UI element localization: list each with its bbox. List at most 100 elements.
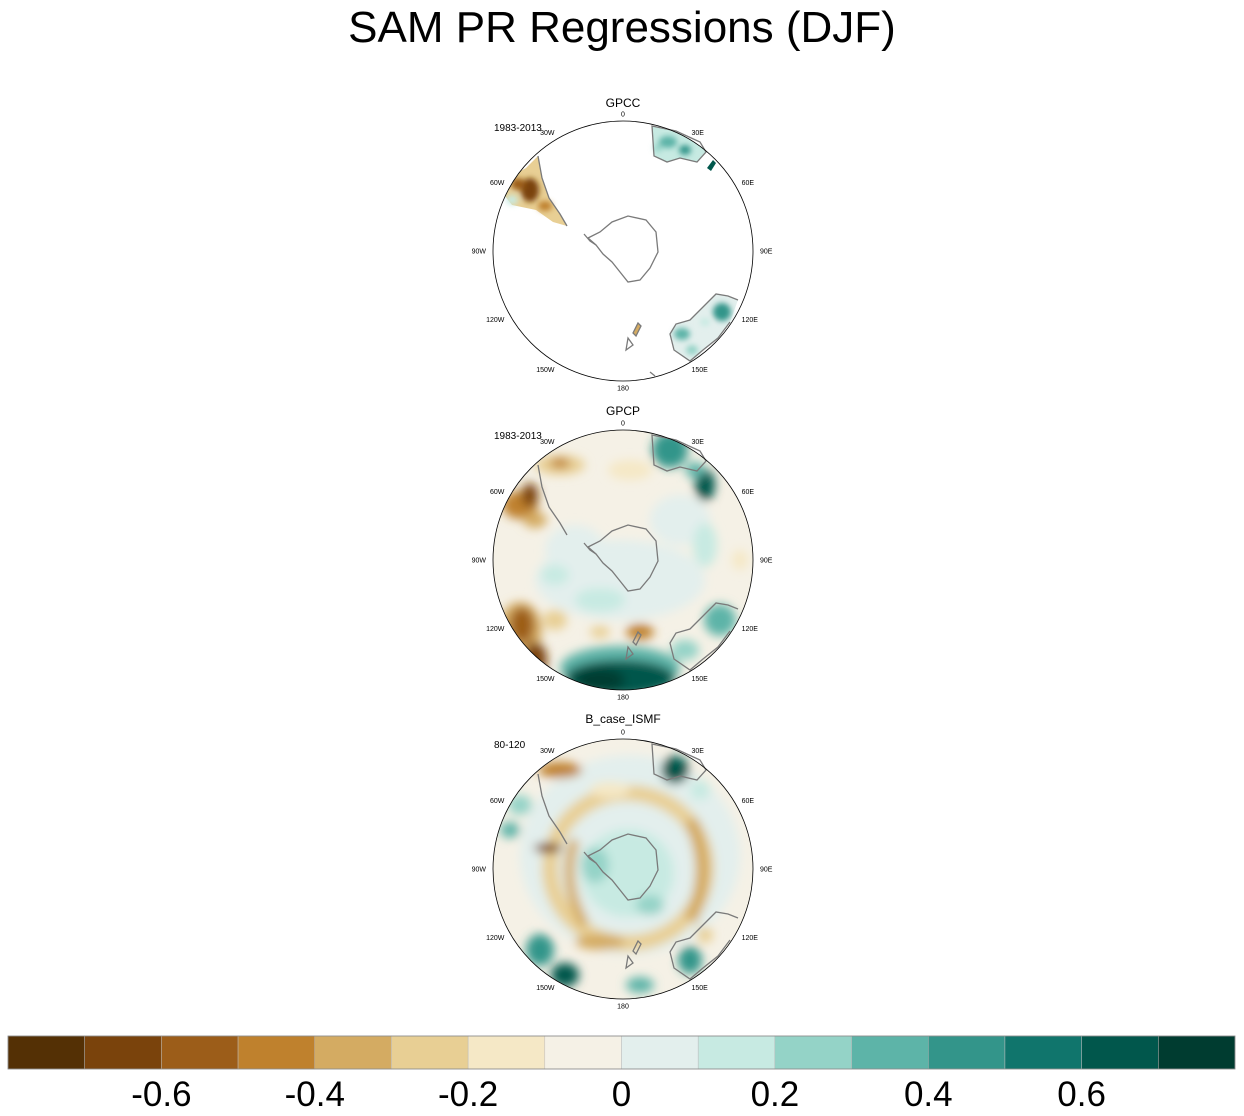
anomaly-blob: [506, 195, 518, 205]
anomaly-blob: [659, 136, 677, 148]
lon-label-60w: 60W: [490, 180, 505, 187]
colorbar-tick-label: -0.4: [285, 1075, 345, 1114]
anomaly-blob: [534, 843, 562, 853]
lon-label-120w: 120W: [486, 317, 505, 324]
lon-label-120e: 120E: [742, 317, 759, 324]
anomaly-blob: [521, 178, 539, 202]
anomaly-blob: [636, 895, 664, 915]
coastline-peninsula: [583, 542, 597, 555]
colorbar-outline: [7, 1035, 1236, 1070]
anomaly-blob: [704, 604, 736, 636]
anomaly-blob: [679, 145, 691, 155]
colorbar-swatch: [774, 1035, 852, 1070]
colorbar-swatch: [7, 1035, 85, 1070]
anomaly-blob: [686, 345, 698, 355]
anomaly-blob: [650, 495, 710, 545]
anomaly-blob: [522, 483, 538, 507]
anomaly-blob: [693, 523, 717, 567]
lon-label-120e: 120E: [742, 935, 759, 942]
coastline-south-america: [537, 773, 568, 845]
colorbar-swatch: [697, 1035, 776, 1070]
anomaly-blob: [590, 626, 610, 638]
anomaly-blob: [654, 144, 662, 152]
coastline-antarctica: [586, 524, 659, 592]
anomaly-blob: [697, 927, 713, 943]
coastline-antarctica: [586, 215, 659, 283]
colorbar-swatch: [467, 1035, 546, 1070]
colorbar-swatch: [237, 1035, 315, 1070]
lon-label-30e: 30E: [692, 748, 705, 755]
lon-label-150e: 150E: [692, 676, 709, 683]
colorbar-swatch: [928, 1035, 1006, 1070]
anomaly-blob: [575, 934, 625, 950]
colorbar-swatch: [314, 1035, 392, 1070]
colorbar-tick-label: 0.6: [1057, 1075, 1106, 1114]
colorbar: [7, 1035, 1236, 1070]
page-title: SAM PR Regressions (DJF): [348, 3, 896, 52]
colorbar-swatch: [1004, 1035, 1082, 1070]
lon-label-60e: 60E: [742, 798, 755, 805]
anomaly-blob: [575, 668, 625, 690]
panel-title: GPCP: [606, 404, 640, 418]
anomaly-blob: [582, 829, 674, 917]
lon-label-30e: 30E: [692, 439, 705, 446]
anomaly-blob: [508, 795, 532, 815]
anomaly-blob: [674, 328, 690, 340]
panel-b-case-ismf: B_case_ISMF 80-120: [472, 712, 773, 1011]
panel-gpcp: GPCP 1983-2013: [472, 404, 773, 702]
anomaly-blob: [608, 460, 652, 480]
anomaly-blob: [626, 977, 654, 993]
coastline-antarctica: [586, 833, 659, 901]
lon-label-60e: 60E: [742, 180, 755, 187]
anomaly-blob: [545, 525, 605, 575]
lon-label-90w: 90W: [472, 249, 487, 256]
precip-field: [500, 755, 740, 993]
coastlines: [537, 743, 739, 980]
colorbar-swatch: [391, 1035, 469, 1070]
anomaly-blob: [626, 624, 654, 640]
map-background: [493, 121, 753, 381]
panel-period: 1983-2013: [494, 123, 542, 134]
lon-label-90e: 90E: [760, 558, 773, 565]
anomaly-blob: [683, 816, 710, 924]
lon-label-180: 180: [617, 386, 629, 393]
colorbar-swatch: [84, 1035, 162, 1070]
coastlines: [537, 125, 739, 377]
map-boundary: [492, 429, 754, 691]
lon-label-30w: 30W: [540, 748, 555, 755]
lon-label-30e: 30E: [692, 130, 705, 137]
longitude-labels: 0 30E 60E 90E 120E 150E 180 150W 120W 90W 60W 30W: [472, 112, 773, 393]
anomaly-blob: [511, 178, 525, 190]
lon-label-90w: 90W: [472, 558, 487, 565]
lon-label-30w: 30W: [540, 130, 555, 137]
lon-label-150e: 150E: [692, 985, 709, 992]
colorbar-tick-label: 0.4: [904, 1075, 953, 1114]
anomaly-blob: [541, 565, 569, 585]
anomaly-blob: [564, 838, 590, 928]
anomaly-blob: [550, 458, 570, 468]
lon-label-150e: 150E: [692, 367, 709, 374]
anomaly-blob: [538, 762, 582, 778]
longitude-labels: 0 30E 60E 90E 120E 150E 180 150W 120W 90W 60W 30W: [472, 730, 773, 1011]
lon-label-90e: 90E: [760, 867, 773, 874]
lon-label-30w: 30W: [540, 439, 555, 446]
lon-label-120w: 120W: [486, 626, 505, 633]
lon-label-90w: 90W: [472, 867, 487, 874]
anomaly-blob: [500, 822, 520, 838]
land-fill-new-zealand: [633, 323, 641, 336]
coastline-new-zealand: [625, 630, 642, 661]
coastline-australia: [669, 911, 739, 980]
coastline-new-zealand: [625, 321, 642, 352]
colorbar-swatch: [544, 1035, 622, 1070]
coastline-peninsula: [583, 851, 597, 864]
lon-label-150w: 150W: [536, 676, 555, 683]
lon-label-0: 0: [621, 421, 625, 428]
land-fill-africa: [652, 126, 706, 162]
colorbar-tick-label: 0: [612, 1075, 631, 1114]
coastline-africa: [651, 125, 707, 163]
colorbar-swatch: [1158, 1035, 1236, 1070]
land-fill-madagascar: [707, 160, 716, 171]
coastline-new-zealand: [625, 939, 642, 970]
lon-label-60e: 60E: [742, 489, 755, 496]
colorbar-tick-label: -0.2: [438, 1075, 498, 1114]
